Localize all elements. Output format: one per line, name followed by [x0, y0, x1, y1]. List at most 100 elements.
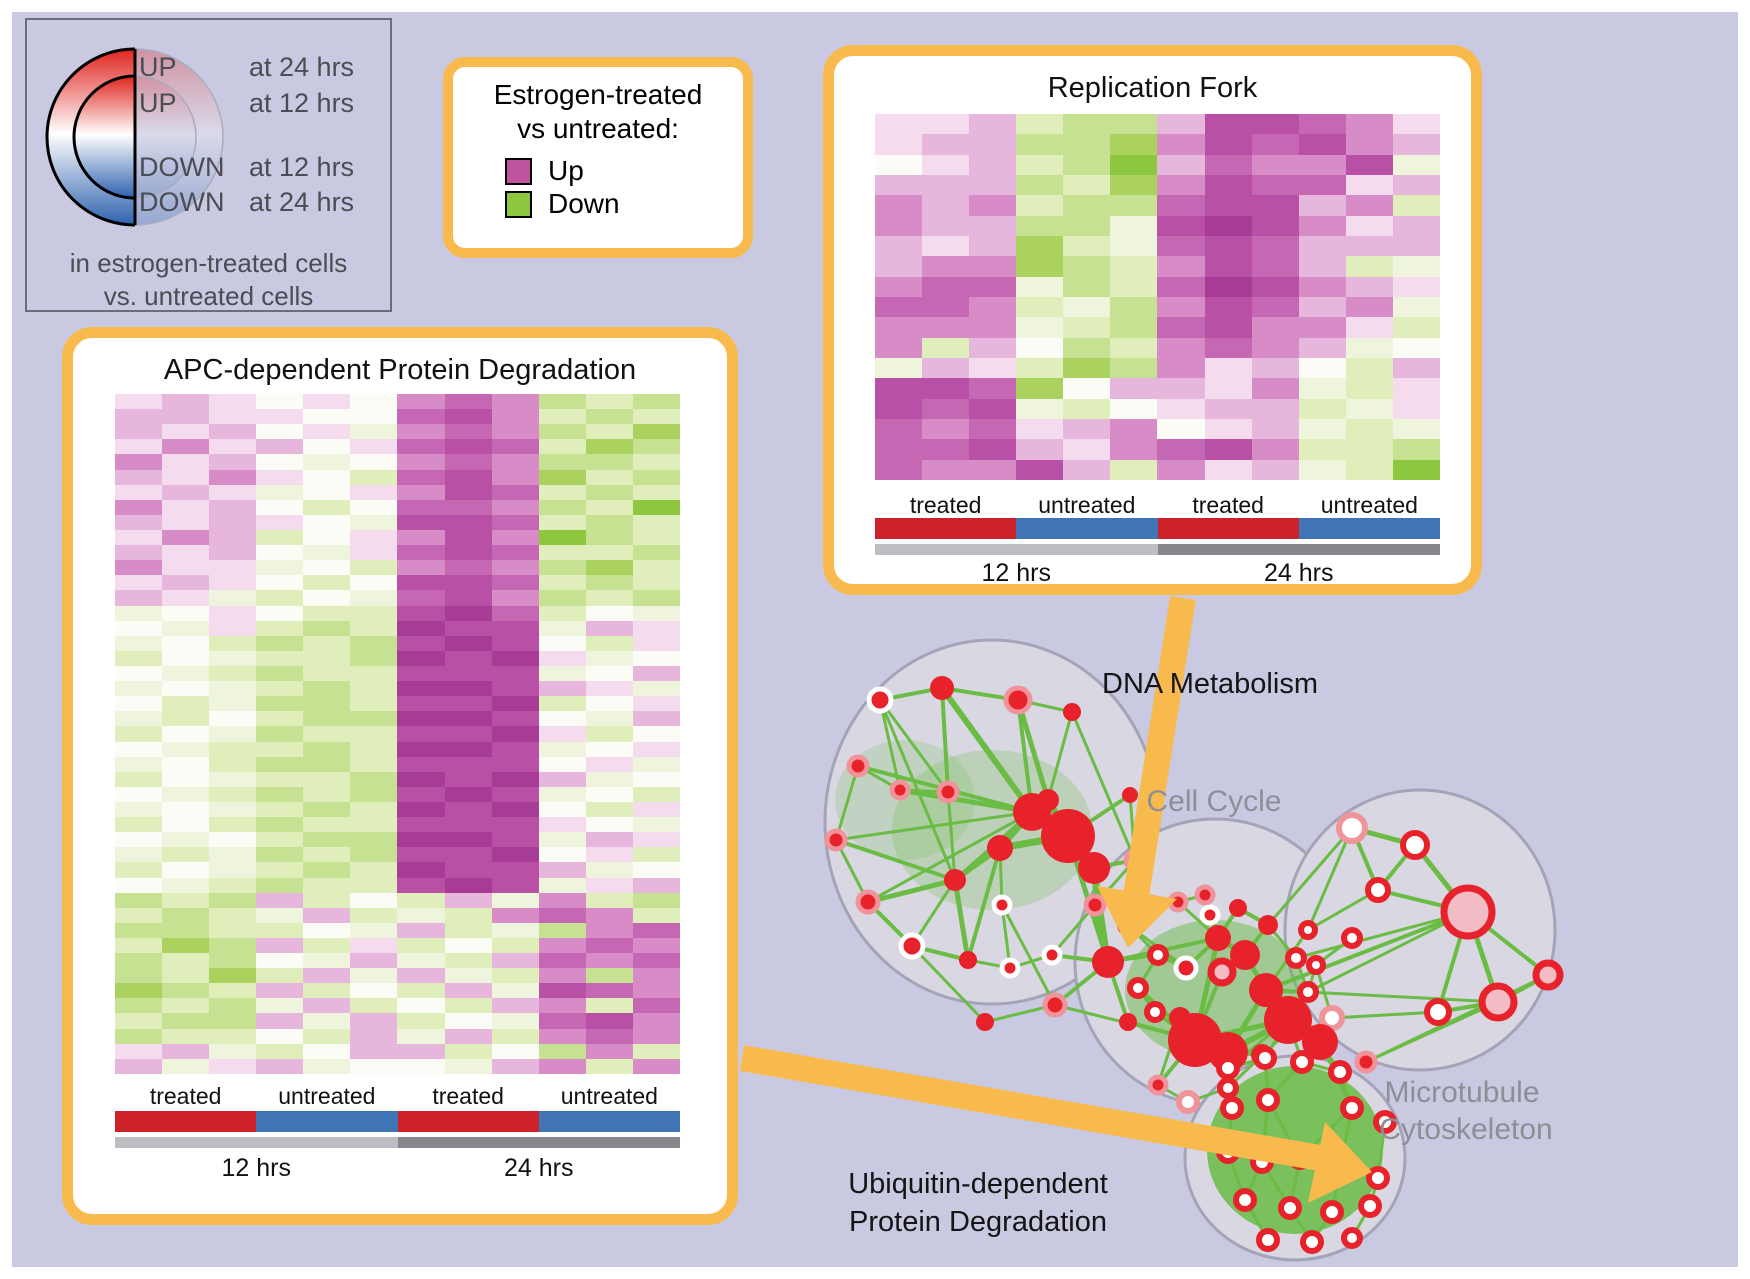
heatmap-cell	[1204, 154, 1252, 175]
heatmap-cell	[303, 953, 351, 969]
heatmap-cell	[538, 409, 586, 425]
heatmap-cell	[256, 892, 304, 908]
heatmap-cell	[491, 545, 539, 561]
network-node	[1078, 852, 1110, 884]
heatmap-cell	[115, 998, 163, 1014]
heatmap-cell	[1392, 235, 1440, 257]
heatmap-cell	[585, 681, 633, 697]
heatmap-cell	[875, 195, 923, 216]
network-edge	[1015, 699, 1051, 801]
heatmap-cell	[491, 514, 539, 530]
heatmap-cell	[538, 1043, 586, 1059]
heatmap-cell	[1110, 378, 1158, 399]
heatmap-cell	[585, 454, 633, 470]
network-node	[1366, 1166, 1390, 1190]
heatmap-row	[115, 862, 680, 878]
heatmap-cell	[444, 907, 492, 923]
heatmap-cell	[350, 590, 398, 606]
heatmap-cell	[303, 711, 351, 727]
heatmap-cell	[1016, 256, 1064, 277]
heatmap-cell	[491, 696, 539, 712]
heatmap-cell	[115, 681, 163, 697]
heatmap-cell	[1063, 235, 1111, 257]
network-node	[824, 828, 848, 852]
heatmap-cell	[1016, 378, 1064, 399]
heatmap-cell	[115, 1028, 163, 1044]
heatmap-cell	[350, 696, 398, 712]
heatmap-cell	[397, 726, 445, 742]
heatmap-cell	[491, 756, 539, 772]
network-node	[1298, 920, 1318, 940]
heatmap-cell	[538, 756, 586, 772]
heatmap-cell	[1392, 317, 1440, 338]
heatmap-cell	[585, 711, 633, 727]
heatmap-cell	[538, 635, 586, 651]
heatmap-cell	[1063, 195, 1111, 216]
heatmap-cell	[397, 832, 445, 848]
heatmap-cell	[350, 726, 398, 742]
heatmap-row	[875, 357, 1440, 379]
heatmap-row	[115, 801, 680, 818]
network-node	[1147, 944, 1169, 966]
network-edge	[1307, 910, 1469, 994]
heatmap-cell	[922, 378, 970, 399]
heatmap-cell	[538, 771, 586, 787]
heatmap-cell	[491, 771, 539, 787]
heatmap-cell	[256, 862, 304, 878]
heatmap-cell	[1016, 174, 1064, 196]
heatmap-row	[115, 605, 680, 621]
heatmap-cell	[444, 1028, 492, 1044]
heatmap-cell	[875, 398, 923, 419]
down-color-swatch	[505, 190, 532, 218]
heatmap-cell	[303, 1028, 351, 1044]
heatmap-cell	[1298, 276, 1346, 297]
heatmap-cell	[632, 1013, 680, 1029]
heatmap-cell	[303, 877, 351, 893]
heatmap-cell	[209, 726, 257, 742]
heatmap-cell	[1063, 174, 1111, 196]
heatmap-cell	[256, 409, 304, 425]
heatmap-cell	[209, 545, 257, 561]
up-label: Up	[548, 155, 584, 186]
heatmap-cell	[875, 154, 923, 175]
rf-group-untreated-24: untreated	[1320, 492, 1418, 518]
heatmap-cell	[1016, 398, 1064, 419]
heatmap-cell	[632, 545, 680, 561]
cluster-label-cell-cycle: Cell Cycle	[1146, 785, 1282, 818]
heatmap-row	[115, 786, 680, 802]
heatmap-cell	[115, 847, 163, 863]
heatmap-cell	[303, 560, 351, 576]
heatmap-cell	[1251, 398, 1299, 419]
heatmap-cell	[1016, 459, 1064, 480]
heatmap-cell	[1204, 134, 1252, 155]
heatmap-cell	[444, 877, 492, 893]
heatmap-cell	[444, 409, 492, 425]
heatmap-cell	[444, 847, 492, 863]
heatmap-cell	[1016, 215, 1064, 236]
heatmap-cell	[115, 394, 163, 410]
heatmap-cell	[875, 134, 923, 155]
heatmap-cell	[1157, 459, 1205, 480]
heatmap-cell	[491, 394, 539, 410]
heatmap-cell	[397, 817, 445, 833]
heatmap-cell	[303, 1043, 351, 1059]
heatmap-cell	[632, 514, 680, 530]
heatmap-cell	[538, 877, 586, 893]
heatmap-cell	[1016, 195, 1064, 216]
heatmap-row	[115, 454, 680, 470]
heatmap-cell	[397, 771, 445, 787]
heatmap-cell	[632, 756, 680, 772]
heatmap-cell	[875, 317, 923, 338]
network-node	[1400, 830, 1430, 860]
heatmap-cell	[1204, 317, 1252, 338]
up-color-swatch	[505, 157, 532, 185]
heatmap-cell	[969, 337, 1017, 358]
heatmap-cell	[397, 892, 445, 908]
heatmap-cell	[209, 711, 257, 727]
heatmap-cell	[538, 937, 586, 954]
heatmap-cell	[303, 862, 351, 878]
network-node	[1341, 927, 1363, 949]
heatmap-cell	[350, 1013, 398, 1029]
heatmap-row	[875, 296, 1440, 318]
heatmap-cell	[1392, 114, 1440, 135]
